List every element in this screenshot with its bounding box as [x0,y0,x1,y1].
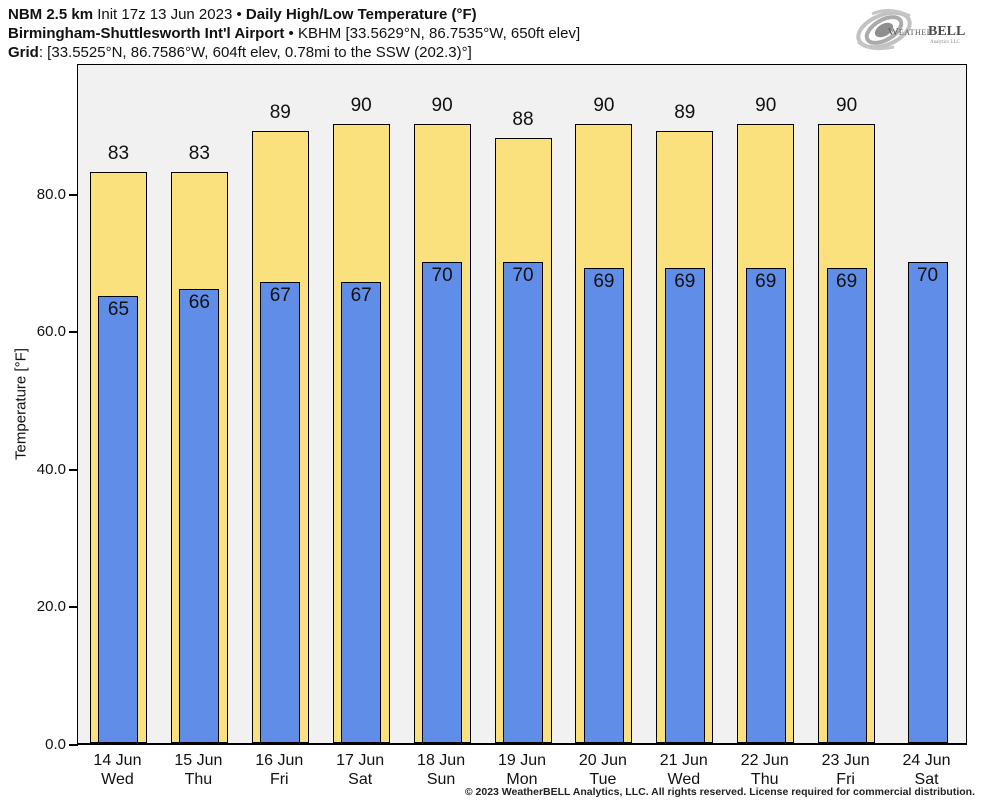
x-label-date: 19 Jun [497,752,546,769]
x-tick-label: 21 Jun Wed [643,751,724,789]
y-tick-mark [69,331,78,334]
low-value-label: 70 [916,264,939,286]
y-tick-label: 20.0 [36,598,66,616]
x-label-day: Fri [269,771,289,788]
low-value-label: 69 [836,271,858,293]
low-value-label: 69 [593,271,615,293]
low-bar: 66 [179,289,220,743]
x-label-date: 21 Jun [659,752,708,769]
x-tick-label: 18 Jun Sun [401,751,482,789]
x-tick-label: 22 Jun Thu [724,751,805,789]
x-label-date: 18 Jun [417,752,466,769]
weatherbell-logo: Weather BELL Analytics LLC [856,9,965,51]
y-tick-label: 40.0 [36,460,66,478]
low-bar: 69 [583,268,624,743]
high-value-label: 90 [431,94,453,116]
x-label-date: 17 Jun [336,752,385,769]
low-value-label: 69 [755,271,777,293]
copyright-notice: © 2023 WeatherBELL Analytics, LLC. All r… [464,786,975,798]
header-line-2: Birmingham-Shuttlesworth Int'l Airport •… [8,24,580,43]
low-value-label: 69 [674,271,696,293]
x-label-date: 23 Jun [821,752,870,769]
x-label-day: Thu [750,771,779,788]
station-name: Birmingham-Shuttlesworth Int'l Airport [8,25,285,42]
low-value-label: 70 [431,264,453,286]
low-bar: 67 [260,282,301,743]
low-bar: 67 [341,282,382,743]
plot-area: 83 65 83 66 89 67 90 67 90 70 88 70 90 69 89 69 90 69 90 69… [77,64,967,745]
x-label-day: Thu [184,771,213,788]
header-line-3: Grid: [33.5525°N, 86.7586°W, 604ft elev,… [8,43,580,62]
high-value-label: 88 [512,108,534,130]
x-label-date: 24 Jun [902,752,951,769]
station-details: KBHM [33.5629°N, 86.7535°W, 650ft elev] [297,25,581,42]
high-value-label: 83 [188,143,210,165]
low-bar: 70 [422,261,463,743]
separator-bullet: • [236,6,242,23]
low-bar: 69 [745,268,786,743]
separator-bullet: • [288,25,294,42]
page-title: Daily High/Low Temperature (°F) [245,6,477,23]
x-label-date: 14 Jun [93,752,142,769]
high-value-label: 90 [350,94,372,116]
y-tick-mark [69,606,78,609]
x-label-day: Sat [914,771,939,788]
y-tick-label: 0.0 [45,736,66,753]
x-label-date: 15 Jun [174,752,223,769]
hurricane-swirl-icon [856,9,912,51]
low-value-label: 66 [188,292,210,313]
high-value-label: 90 [755,94,777,116]
logo-weather-text: Weather [888,26,933,38]
header-block: NBM 2.5 km Init 17z 13 Jun 2023 • Daily … [8,5,580,62]
low-bar: 70 [503,261,543,743]
x-label-date: 16 Jun [255,752,304,769]
x-label-day: Fri [836,771,855,788]
model-name: NBM 2.5 km [8,6,94,23]
low-bar: 69 [664,268,705,743]
grid-details: : [33.5525°N, 86.7586°W, 604ft elev, 0.7… [38,44,472,61]
header-line-1: NBM 2.5 km Init 17z 13 Jun 2023 • Daily … [8,5,580,24]
high-value-label: 89 [674,101,696,123]
x-label-day: Wed [101,771,134,788]
x-tick-label: 23 Jun Fri [805,751,886,789]
low-bar: 70 [907,261,948,743]
x-tick-label: 19 Jun Mon [482,751,563,789]
x-label-day: Wed [667,771,701,788]
logo-bell-text: BELL [928,24,965,39]
y-tick-label: 80.0 [36,185,66,203]
y-tick-mark [69,468,78,471]
grid-label: Grid [8,44,39,61]
high-value-label: 90 [836,94,858,116]
low-value-label: 65 [107,298,130,320]
high-value-label: 90 [593,94,615,116]
x-label-date: 20 Jun [578,752,627,769]
x-label-date: 22 Jun [740,752,789,769]
x-tick-label: 16 Jun Fri [239,751,320,789]
low-bar: 65 [98,295,139,743]
low-value-label: 70 [512,264,534,286]
x-tick-label: 15 Jun Thu [158,751,239,789]
high-value-label: 89 [269,101,291,123]
x-tick-label: 20 Jun Tue [562,751,643,789]
y-tick-label: 60.0 [36,323,66,341]
x-label-day: Tue [589,771,617,788]
x-label-day: Sun [426,771,456,788]
x-tick-label: 17 Jun Sat [320,751,401,789]
x-tick-label: 24 Jun Sat [886,751,967,789]
x-tick-label: 14 Jun Wed [77,751,158,789]
logo-subtitle: Analytics LLC [930,40,961,45]
y-tick-mark [69,193,78,196]
init-time: Init 17z 13 Jun 2023 [97,6,233,23]
x-label-day: Sat [348,771,373,788]
y-axis-title: Temperature [°F] [12,348,30,460]
y-tick-mark [69,744,78,746]
high-value-label: 83 [107,143,130,165]
low-value-label: 67 [350,285,372,307]
x-label-day: Mon [506,771,538,788]
low-value-label: 67 [269,285,291,307]
low-bar: 69 [826,268,867,743]
